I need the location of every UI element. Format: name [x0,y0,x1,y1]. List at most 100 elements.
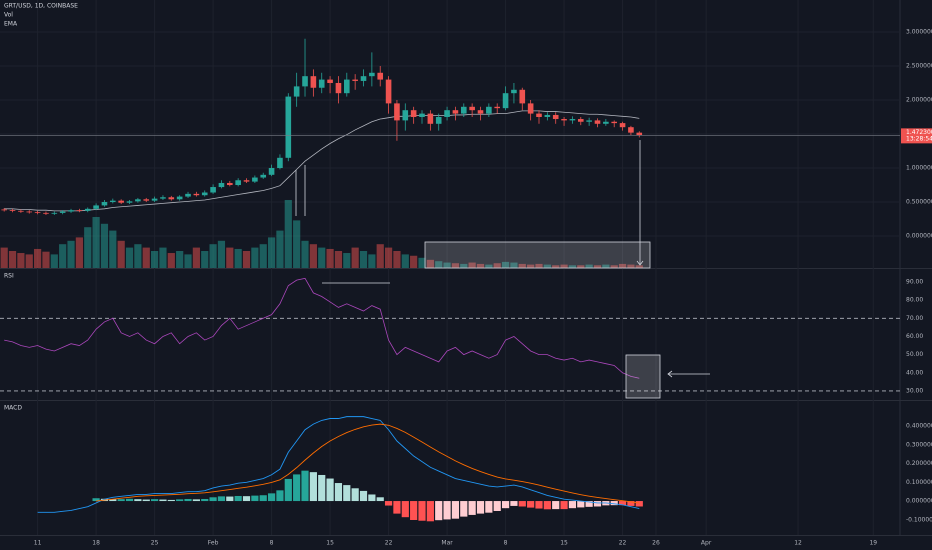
volume-bar [376,244,384,268]
volume-bar [276,230,284,268]
volume-bar [109,230,117,268]
histogram-bar [485,501,493,513]
candle-body [160,197,166,199]
histogram-bar [326,478,334,502]
volume-bar [117,240,125,268]
candle-body [628,127,634,133]
volume-bar [602,264,610,268]
histogram-bar [284,478,292,502]
histogram-bar [618,501,627,506]
y-tick-label: 80.00 [906,297,923,304]
volume-bar [577,265,585,268]
y-tick-label: 0.0000000 [906,498,932,505]
volume-bar [593,265,602,268]
histogram-bar [309,472,317,502]
candle-body [452,110,459,114]
histogram-bar [568,501,577,509]
volume-bar [150,250,159,268]
candle-body [611,121,618,124]
candle-body [544,114,551,117]
candle-body [561,119,567,121]
candle-body [68,210,74,212]
volume-bar [451,263,460,268]
histogram-bar [493,501,501,511]
volume-bar [476,263,485,268]
volume-bar [510,262,518,268]
x-tick-label: Feb [208,540,219,547]
candle-body [51,212,58,214]
annotation-box [625,354,661,399]
y-tick-label: -0.1000000 [906,516,932,523]
candle-body [218,182,225,188]
y-tick-label: 0.3000000 [906,441,932,448]
candle-body [410,110,417,117]
volume-bar [410,255,418,268]
histogram-bar [410,501,418,520]
y-tick-label: 0.2000000 [906,460,932,467]
volume-bar [59,244,67,268]
histogram-bar [543,501,551,510]
histogram-bar [426,501,434,522]
candle-body [594,120,601,124]
candle-body [327,79,333,83]
y-tick-label: 30.00 [906,387,923,394]
candle-body [469,106,475,111]
candle-body [76,210,83,211]
candle-body [268,168,275,175]
x-tick-label: 19 [869,540,877,547]
histogram-bar [627,501,635,506]
histogram-bar [109,499,117,502]
candle-body [419,113,425,117]
volume-bar [326,248,334,268]
histogram-bar [401,501,409,518]
candle-body [151,198,158,201]
histogram-bar [527,501,535,508]
y-tick-label: 2.0000000 [906,96,932,103]
candle-body [385,79,392,104]
volume-bar [226,247,234,268]
candle-body [185,193,191,197]
volume-bar [318,247,326,268]
histogram-bar [343,485,351,502]
histogram-bar [468,501,476,515]
y-tick-label: 0.0000000 [906,233,932,240]
histogram-bar [159,499,167,502]
volume-bar [209,244,217,268]
volume-bar [535,263,543,268]
candle-body [603,121,609,124]
volume-bar [242,250,251,268]
rsi-line [4,277,640,379]
candle-body [1,209,7,211]
histogram-bar [610,501,618,506]
histogram-bar [192,499,200,502]
y-tick-label: 0.4000000 [906,423,932,430]
candle-body [377,72,384,80]
histogram-bar [376,497,384,502]
histogram-bar [259,495,267,502]
histogram-bar [451,501,460,519]
candle-body [84,208,91,211]
candle-body [143,199,150,201]
candle-body [502,93,509,109]
volume-bar [142,247,150,268]
volume-bar [568,265,577,268]
x-tick-label: 26 [652,540,660,547]
volume-bar [501,261,510,268]
y-tick-label: 90.00 [906,278,923,285]
ema-legend: EMA [4,21,18,28]
candle-body [260,174,267,178]
candle-body [34,212,41,214]
candle-body [18,210,24,212]
candle-body [168,197,175,200]
annotation-arrow [636,260,644,266]
histogram-bar [134,499,142,502]
histogram-bar [301,470,309,502]
histogram-bar [142,499,150,502]
candle-body [310,76,317,88]
x-tick-label: 15 [326,540,334,547]
volume-bar [301,240,309,268]
candle-body [201,192,208,196]
candle-body [176,196,183,200]
